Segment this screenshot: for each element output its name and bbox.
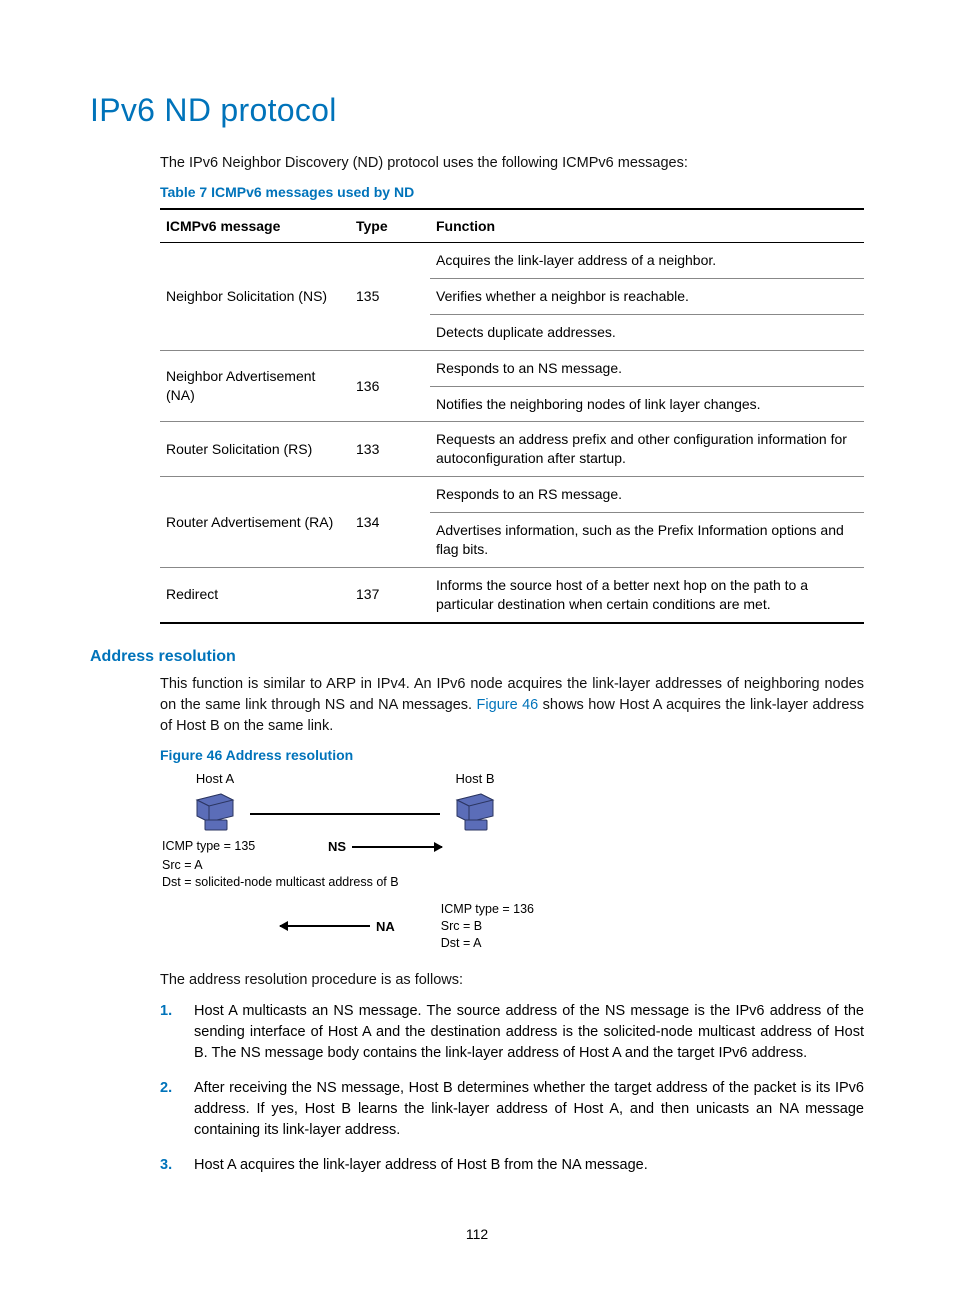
table-cell-function: Responds to an NS message. <box>430 350 864 386</box>
step-item: After receiving the NS message, Host B d… <box>160 1078 864 1141</box>
na-arrow-label: NA <box>376 918 395 936</box>
th-type: Type <box>350 209 430 243</box>
table-cell-type: 136 <box>350 350 430 422</box>
table-cell-type: 134 <box>350 477 430 568</box>
section-paragraph: This function is similar to ARP in IPv4.… <box>160 674 864 737</box>
table-cell-message: Router Solicitation (RS) <box>160 422 350 477</box>
table-cell-function: Detects duplicate addresses. <box>430 314 864 350</box>
step-item: Host A multicasts an NS message. The sou… <box>160 1001 864 1064</box>
th-function: Function <box>430 209 864 243</box>
ns-arrow-label: NS <box>328 838 346 856</box>
host-a-label: Host A <box>196 771 234 786</box>
na-src: Src = B <box>441 918 534 935</box>
table-cell-type: 133 <box>350 422 430 477</box>
page-number: 112 <box>0 1226 954 1242</box>
table-cell-message: Redirect <box>160 567 350 622</box>
na-dst: Dst = A <box>441 935 534 952</box>
icmp-table: ICMPv6 message Type Function Neighbor So… <box>160 208 864 624</box>
table-cell-function: Informs the source host of a better next… <box>430 567 864 622</box>
figure-caption: Figure 46 Address resolution <box>160 747 864 763</box>
table-cell-function: Requests an address prefix and other con… <box>430 422 864 477</box>
table-cell-message: Neighbor Solicitation (NS) <box>160 243 350 351</box>
table-cell-function: Notifies the neighboring nodes of link l… <box>430 386 864 422</box>
ns-src: Src = A <box>162 857 864 874</box>
procedure-steps: Host A multicasts an NS message. The sou… <box>160 1001 864 1176</box>
table-cell-function: Verifies whether a neighbor is reachable… <box>430 278 864 314</box>
host-b-label: Host B <box>455 771 494 786</box>
section-heading: Address resolution <box>90 648 864 666</box>
table-cell-message: Router Advertisement (RA) <box>160 477 350 568</box>
host-b-icon <box>451 790 499 834</box>
page-title: IPv6 ND protocol <box>90 92 864 129</box>
link-line <box>250 813 440 815</box>
ns-dst: Dst = solicited-node multicast address o… <box>162 874 864 891</box>
na-icmp-type: ICMP type = 136 <box>441 901 534 918</box>
table-cell-function: Responds to an RS message. <box>430 477 864 513</box>
ns-icmp-type: ICMP type = 135 <box>162 838 322 855</box>
intro-paragraph: The IPv6 Neighbor Discovery (ND) protoco… <box>160 153 864 174</box>
procedure-intro: The address resolution procedure is as f… <box>160 970 864 991</box>
th-message: ICMPv6 message <box>160 209 350 243</box>
table-cell-type: 135 <box>350 243 430 351</box>
figure-reference[interactable]: Figure 46 <box>477 697 539 713</box>
table-caption: Table 7 ICMPv6 messages used by ND <box>160 184 864 200</box>
ns-arrow-icon <box>352 846 442 848</box>
address-resolution-diagram: Host A Host B <box>180 771 864 952</box>
na-arrow-icon <box>280 925 370 927</box>
table-cell-type: 137 <box>350 567 430 622</box>
table-cell-message: Neighbor Advertisement (NA) <box>160 350 350 422</box>
table-cell-function: Acquires the link-layer address of a nei… <box>430 243 864 279</box>
table-cell-function: Advertises information, such as the Pref… <box>430 513 864 568</box>
step-item: Host A acquires the link-layer address o… <box>160 1155 864 1176</box>
host-a-icon <box>191 790 239 834</box>
